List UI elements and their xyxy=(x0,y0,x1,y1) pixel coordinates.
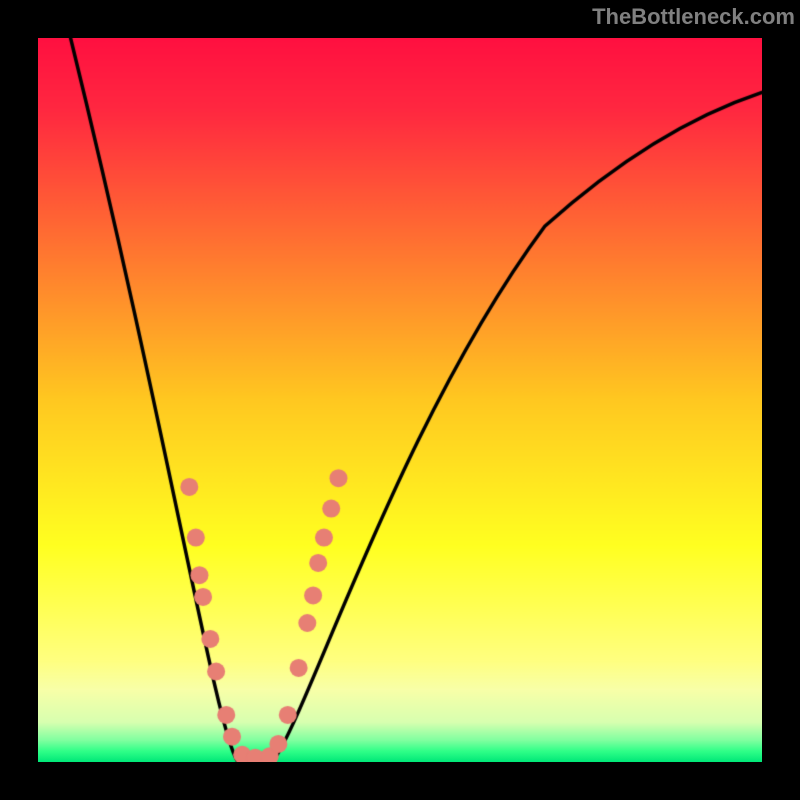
bottleneck-curve-chart xyxy=(38,38,762,762)
root-container: TheBottleneck.com xyxy=(0,0,800,800)
watermark-label: TheBottleneck.com xyxy=(592,4,795,30)
plot-area xyxy=(38,38,762,762)
